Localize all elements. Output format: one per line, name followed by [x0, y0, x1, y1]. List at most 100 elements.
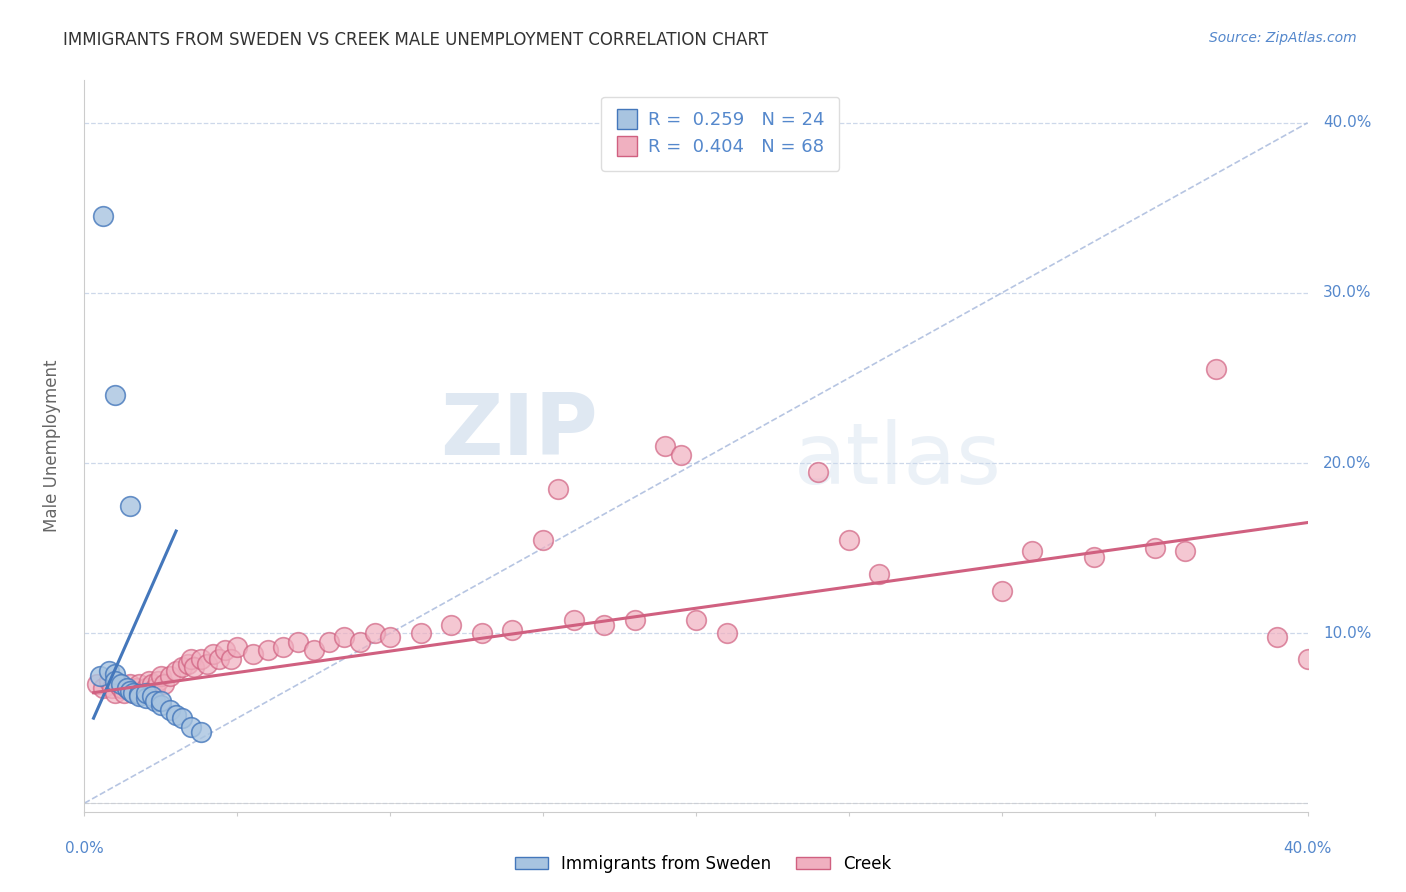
- Point: [208, 651, 231, 665]
- Point: [624, 613, 647, 627]
- Point: [547, 482, 569, 496]
- Point: [165, 664, 187, 678]
- Point: [159, 668, 181, 682]
- Point: [128, 689, 150, 703]
- Point: [380, 630, 402, 644]
- Point: [128, 677, 150, 691]
- Point: [135, 681, 157, 695]
- Point: [409, 626, 432, 640]
- Point: [364, 626, 387, 640]
- Point: [531, 533, 554, 547]
- Text: 30.0%: 30.0%: [1323, 285, 1371, 301]
- Point: [1265, 630, 1288, 644]
- Point: [122, 686, 145, 700]
- Point: [107, 677, 129, 691]
- Point: [104, 667, 127, 681]
- Point: [226, 640, 249, 654]
- Point: [110, 677, 132, 691]
- Point: [502, 623, 524, 637]
- Point: [1143, 541, 1166, 555]
- Point: [318, 634, 340, 648]
- Point: [177, 657, 200, 671]
- Point: [1083, 549, 1105, 564]
- Point: [1021, 544, 1043, 558]
- Point: [180, 720, 202, 734]
- Text: 20.0%: 20.0%: [1323, 456, 1371, 470]
- Point: [1296, 651, 1319, 665]
- Point: [138, 673, 160, 688]
- Point: [172, 711, 194, 725]
- Point: [172, 660, 194, 674]
- Legend: R =  0.259   N = 24, R =  0.404   N = 68: R = 0.259 N = 24, R = 0.404 N = 68: [602, 96, 839, 170]
- Point: [141, 677, 163, 691]
- Text: 0.0%: 0.0%: [65, 840, 104, 855]
- Point: [654, 439, 676, 453]
- Point: [1174, 544, 1197, 558]
- Text: 40.0%: 40.0%: [1284, 840, 1331, 855]
- Point: [141, 689, 163, 703]
- Point: [165, 707, 187, 722]
- Y-axis label: Male Unemployment: Male Unemployment: [44, 359, 62, 533]
- Point: [471, 626, 494, 640]
- Point: [104, 686, 127, 700]
- Point: [302, 643, 325, 657]
- Point: [149, 694, 172, 708]
- Point: [110, 681, 132, 695]
- Point: [838, 533, 860, 547]
- Text: IMMIGRANTS FROM SWEDEN VS CREEK MALE UNEMPLOYMENT CORRELATION CHART: IMMIGRANTS FROM SWEDEN VS CREEK MALE UNE…: [63, 31, 769, 49]
- Point: [190, 724, 212, 739]
- Point: [143, 681, 166, 695]
- Point: [1205, 362, 1227, 376]
- Point: [97, 664, 120, 678]
- Point: [593, 617, 616, 632]
- Point: [97, 673, 120, 688]
- Legend: Immigrants from Sweden, Creek: Immigrants from Sweden, Creek: [508, 848, 898, 880]
- Point: [159, 703, 181, 717]
- Point: [143, 694, 166, 708]
- Point: [183, 660, 205, 674]
- Point: [214, 643, 236, 657]
- Point: [122, 686, 145, 700]
- Point: [669, 448, 692, 462]
- Point: [153, 677, 176, 691]
- Point: [242, 647, 264, 661]
- Point: [120, 499, 142, 513]
- Point: [869, 566, 891, 581]
- Point: [131, 686, 153, 700]
- Point: [101, 681, 124, 695]
- Point: [91, 210, 114, 224]
- Point: [219, 651, 242, 665]
- Point: [190, 651, 212, 665]
- Text: atlas: atlas: [794, 419, 1002, 502]
- Point: [104, 388, 127, 402]
- Point: [440, 617, 463, 632]
- Point: [149, 698, 172, 712]
- Point: [135, 690, 157, 705]
- Point: [201, 647, 224, 661]
- Point: [115, 681, 138, 695]
- Text: ZIP: ZIP: [440, 390, 598, 473]
- Text: 10.0%: 10.0%: [1323, 625, 1371, 640]
- Point: [120, 677, 142, 691]
- Point: [333, 630, 356, 644]
- Point: [807, 465, 830, 479]
- Point: [195, 657, 218, 671]
- Point: [104, 673, 127, 688]
- Point: [115, 681, 138, 695]
- Point: [180, 651, 202, 665]
- Text: 40.0%: 40.0%: [1323, 115, 1371, 130]
- Point: [135, 686, 157, 700]
- Point: [89, 668, 111, 682]
- Point: [271, 640, 294, 654]
- Text: Source: ZipAtlas.com: Source: ZipAtlas.com: [1209, 31, 1357, 45]
- Point: [716, 626, 738, 640]
- Point: [349, 634, 371, 648]
- Point: [562, 613, 585, 627]
- Point: [685, 613, 707, 627]
- Point: [91, 681, 114, 695]
- Point: [125, 681, 148, 695]
- Point: [149, 668, 172, 682]
- Point: [146, 673, 169, 688]
- Point: [287, 634, 309, 648]
- Point: [112, 686, 135, 700]
